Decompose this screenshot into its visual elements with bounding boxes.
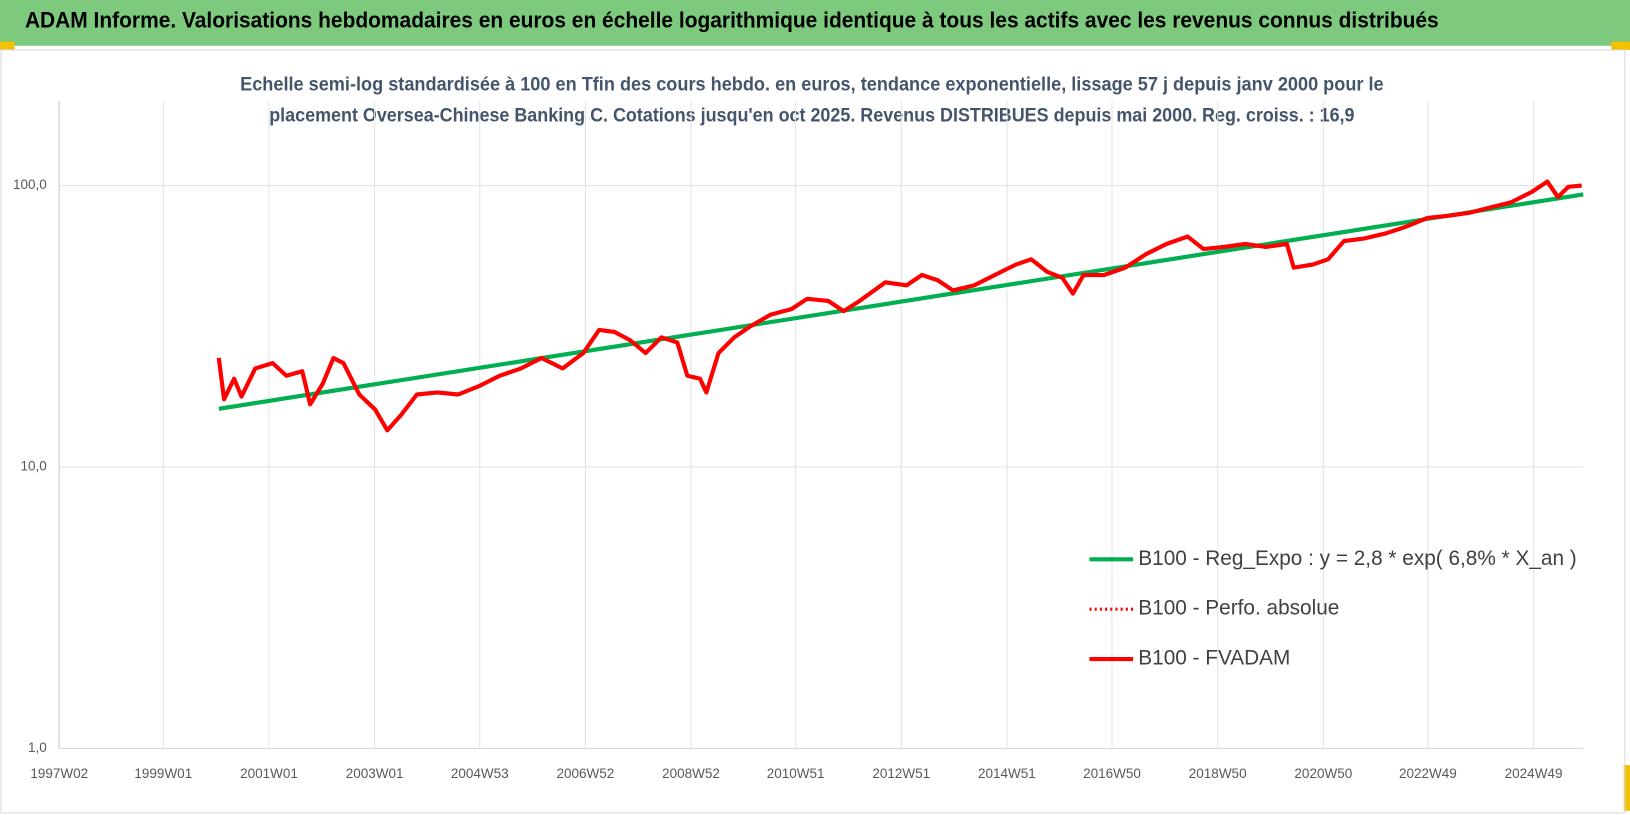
corner-mark — [1623, 765, 1630, 811]
legend-label: B100 - FVADAM — [1138, 647, 1290, 670]
x-tick-label: 2018W50 — [1189, 766, 1247, 781]
x-tick-label: 2008W52 — [662, 766, 720, 781]
y-tick-label: 10,0 — [20, 459, 46, 474]
x-tick-label: 2022W49 — [1399, 766, 1457, 781]
y-tick-label: 100,0 — [13, 177, 47, 192]
x-tick-label: 2010W51 — [767, 766, 825, 781]
x-tick-label: 2012W51 — [872, 766, 930, 781]
chart-subtitle: Echelle semi-log standardisée à 100 en T… — [240, 73, 1384, 95]
x-tick-label: 2003W01 — [346, 766, 404, 781]
legend-label: B100 - Perfo. absolue — [1138, 597, 1339, 620]
x-tick-label: 2016W50 — [1083, 766, 1141, 781]
x-tick-label: 1999W01 — [134, 766, 192, 781]
chart-title: ADAM Informe. Valorisations hebdomadaire… — [25, 8, 1439, 33]
x-tick-label: 2001W01 — [240, 766, 298, 781]
legend-label: B100 - Reg_Expo : y = 2,8 * exp( 6,8% * … — [1138, 547, 1576, 570]
corner-mark — [1611, 41, 1630, 50]
plot-frame — [0, 49, 1626, 814]
series-line — [218, 192, 1584, 411]
x-tick-label: 2020W50 — [1294, 766, 1352, 781]
x-tick-label: 2024W49 — [1505, 766, 1563, 781]
x-tick-label: 2006W52 — [556, 766, 614, 781]
series-line — [216, 179, 1582, 433]
y-tick-label: 1,0 — [28, 740, 47, 755]
x-tick-label: 2014W51 — [978, 766, 1036, 781]
x-tick-label: 2004W53 — [451, 766, 509, 781]
title-band — [0, 0, 1630, 46]
corner-mark — [0, 41, 15, 50]
x-tick-label: 1997W02 — [30, 766, 88, 781]
chart-subtitle: placement Oversea-Chinese Banking C. Cot… — [269, 105, 1354, 127]
